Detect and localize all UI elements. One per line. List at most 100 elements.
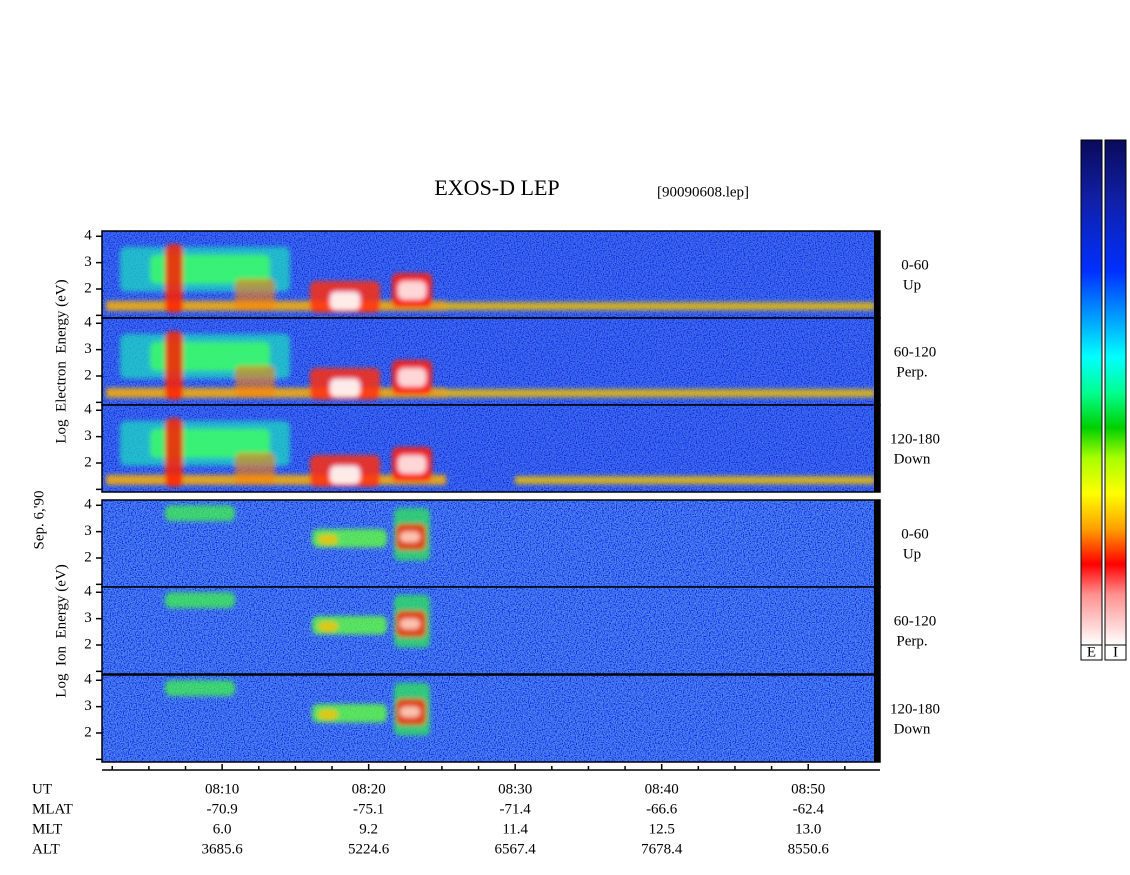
spectral-feature: [398, 281, 426, 300]
y-tick-label: 2: [84, 367, 92, 383]
panel-features: [106, 244, 875, 313]
colorbar-label: I: [1113, 644, 1118, 660]
file-name: [90090608.lep]: [657, 184, 749, 200]
orbit-value: 9.2: [359, 821, 378, 837]
spectral-feature: [165, 680, 235, 697]
direction-label: Up: [903, 546, 921, 562]
row-label: UT: [32, 781, 52, 797]
colorbar: [1080, 139, 1103, 646]
x-tick-label: 08:40: [645, 781, 679, 797]
orbit-value: 7678.4: [641, 841, 683, 857]
spectral-feature: [400, 618, 420, 630]
spectral-feature: [398, 368, 426, 387]
panel-features: [106, 418, 875, 487]
panel-edge: [874, 231, 880, 318]
spectral-feature: [165, 418, 183, 487]
x-tick-label: 08:20: [352, 781, 386, 797]
colorbar: [1104, 139, 1127, 646]
direction-label: Down: [894, 721, 931, 737]
row-label: MLT: [32, 821, 62, 837]
orbit-value: -62.4: [793, 801, 825, 817]
spectral-feature: [235, 452, 275, 485]
y-tick-label: 4: [84, 402, 92, 418]
x-tick-label: 08:30: [498, 781, 532, 797]
spectral-feature: [165, 244, 183, 313]
pitch-angle-label: 60-120: [894, 613, 937, 629]
spectral-feature: [330, 465, 360, 485]
spectrogram-panel: [101, 674, 881, 763]
panel-edge: [874, 587, 880, 674]
orbit-value: -75.1: [353, 801, 384, 817]
panel-frame: [101, 674, 881, 763]
pitch-angle-label: 0-60: [901, 526, 929, 542]
panel-edge: [874, 405, 880, 492]
y-tick-label: 3: [84, 428, 92, 444]
orbit-value: -66.6: [646, 801, 678, 817]
spectrogram-panel: [101, 404, 881, 493]
panel-features: [106, 331, 875, 400]
low-energy-band: [515, 476, 875, 485]
low-energy-band: [106, 300, 446, 311]
y-axis-label: Log Ion Energy (eV): [53, 564, 69, 697]
y-tick-label: 3: [84, 698, 92, 714]
spectral-feature: [235, 365, 275, 398]
direction-label: Down: [894, 451, 931, 467]
panel-edge: [874, 500, 880, 587]
spectral-feature: [318, 709, 338, 720]
pitch-angle-label: 0-60: [901, 257, 929, 273]
colorbar-label-box: [1080, 644, 1103, 661]
row-label: ALT: [32, 841, 60, 857]
orbit-value: 6567.4: [495, 841, 537, 857]
panel-features: [165, 592, 430, 648]
panel-edge: [874, 675, 880, 762]
orbit-value: 5224.6: [348, 841, 390, 857]
colorbar-label: E: [1087, 644, 1096, 660]
chart-title: EXOS-D LEP: [434, 175, 559, 200]
spectral-feature: [165, 592, 235, 609]
orbit-value: 11.4: [502, 821, 528, 837]
y-tick-label: 2: [84, 636, 92, 652]
spectrogram-panel: [101, 499, 881, 588]
y-tick-label: 3: [84, 254, 92, 270]
y-tick-label: 4: [84, 584, 92, 600]
spectral-feature: [165, 331, 183, 400]
orbit-value: -71.4: [500, 801, 532, 817]
spectral-feature: [330, 291, 360, 311]
pitch-angle-label: 120-180: [890, 701, 940, 717]
spectral-feature: [330, 378, 360, 398]
orbit-value: 3685.6: [202, 841, 244, 857]
spectral-feature: [235, 278, 275, 311]
spectrogram-panel: [101, 586, 881, 675]
y-tick-label: 2: [84, 549, 92, 565]
panel-frame: [101, 586, 881, 675]
orbit-value: 13.0: [795, 821, 821, 837]
row-label: MLAT: [32, 801, 73, 817]
direction-label: Up: [903, 277, 921, 293]
y-tick-label: 2: [84, 454, 92, 470]
y-axis-label: Log Electron Energy (eV): [53, 279, 69, 443]
spectral-feature: [318, 621, 338, 632]
y-tick-label: 2: [84, 280, 92, 296]
pitch-angle-label: 60-120: [894, 344, 937, 360]
spectrogram-panel: [101, 317, 881, 406]
direction-label: Perp.: [896, 633, 927, 649]
spectral-feature: [400, 706, 420, 718]
panel-edge: [874, 318, 880, 405]
y-tick-label: 4: [84, 315, 92, 331]
orbit-value: 12.5: [649, 821, 675, 837]
colorbar-label-box: [1104, 644, 1127, 661]
panel-frame: [101, 404, 881, 493]
y-tick-label: 4: [84, 672, 92, 688]
panel-features: [165, 680, 430, 736]
low-energy-band: [106, 387, 446, 398]
spectral-feature: [165, 505, 235, 522]
y-tick-label: 4: [84, 228, 92, 244]
orbit-value: -70.9: [207, 801, 238, 817]
y-tick-label: 3: [84, 610, 92, 626]
panel-features: [165, 505, 430, 561]
spectral-feature: [318, 534, 338, 545]
orbit-value: 8550.6: [788, 841, 830, 857]
spectral-feature: [400, 531, 420, 543]
orbit-value: 6.0: [213, 821, 232, 837]
